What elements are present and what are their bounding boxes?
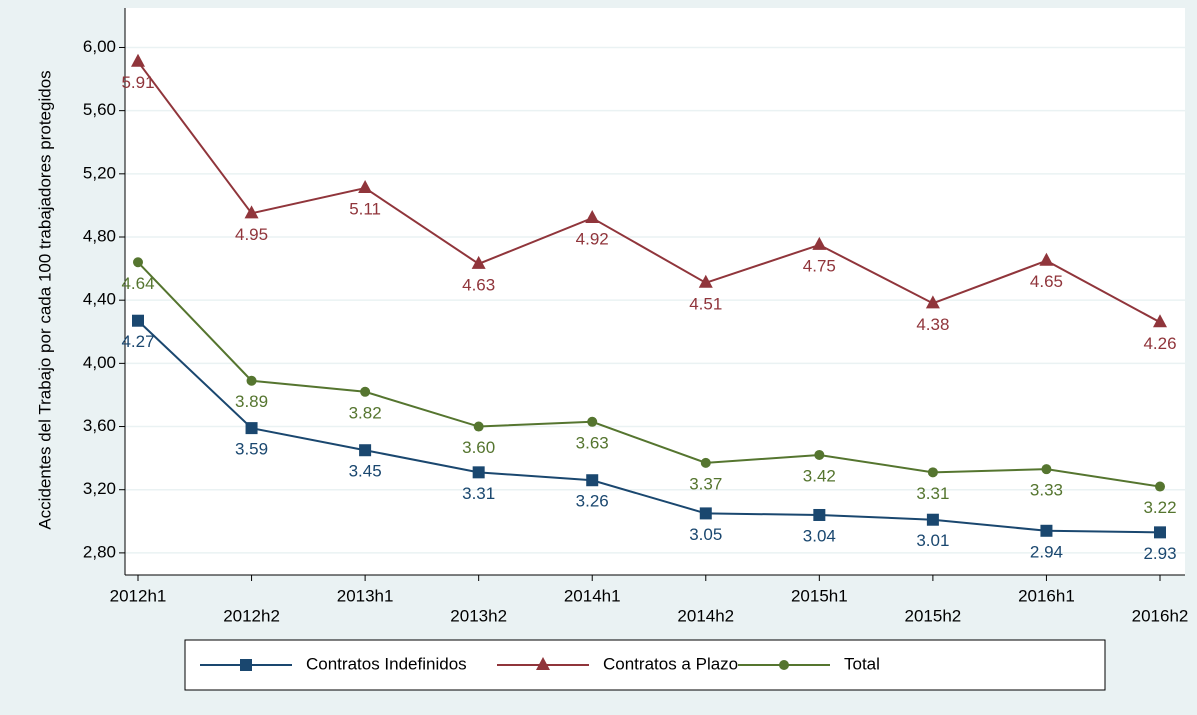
x-tick-label: 2016h2 — [1132, 606, 1189, 625]
marker — [1155, 481, 1165, 492]
x-tick-label: 2015h1 — [791, 586, 848, 605]
data-label: 3.37 — [689, 474, 722, 493]
marker — [131, 53, 145, 67]
marker — [1041, 464, 1052, 475]
marker — [133, 257, 143, 268]
marker — [472, 466, 485, 479]
legend-label: Contratos a Plazo — [603, 654, 738, 673]
marker — [698, 274, 713, 288]
marker — [1039, 252, 1054, 266]
plot-area — [125, 8, 1185, 575]
y-tick-label: 4,80 — [83, 226, 116, 245]
x-tick-label: 2014h2 — [677, 606, 734, 625]
data-label: 2.94 — [1030, 542, 1063, 561]
y-tick-label: 5,60 — [83, 100, 116, 119]
data-label: 4.65 — [1030, 272, 1063, 291]
data-label: 3.01 — [916, 531, 949, 550]
marker — [245, 422, 258, 435]
marker — [1040, 524, 1053, 537]
marker — [240, 659, 252, 671]
data-label: 4.51 — [689, 294, 722, 313]
data-label: 4.63 — [462, 275, 495, 294]
y-tick-label: 2,80 — [83, 542, 116, 561]
data-label: 3.33 — [1030, 481, 1063, 500]
data-label: 3.89 — [235, 392, 268, 411]
data-label: 4.95 — [235, 225, 268, 244]
x-tick-label: 2012h1 — [110, 586, 167, 605]
data-label: 3.22 — [1143, 498, 1176, 517]
x-tick-label: 2013h2 — [450, 606, 507, 625]
data-label: 3.45 — [349, 462, 382, 481]
marker — [244, 205, 259, 219]
marker — [700, 457, 711, 468]
data-label: 4.38 — [916, 315, 949, 334]
series-line — [137, 261, 1161, 488]
marker — [536, 657, 550, 670]
legend-label: Total — [844, 654, 880, 673]
x-tick-label: 2015h2 — [905, 606, 962, 625]
y-tick-label: 4,40 — [83, 290, 116, 309]
marker — [587, 416, 598, 427]
marker — [814, 449, 825, 460]
series-line — [137, 319, 1161, 534]
legend — [184, 639, 1106, 691]
data-label: 3.59 — [235, 440, 268, 459]
data-label: 3.82 — [349, 403, 382, 422]
series-line — [137, 61, 1161, 324]
data-label: 4.64 — [121, 274, 154, 293]
y-tick-label: 3,60 — [83, 416, 116, 435]
data-label: 3.05 — [689, 525, 722, 544]
marker — [473, 421, 484, 432]
marker — [1154, 526, 1166, 539]
x-tick-label: 2014h1 — [564, 586, 621, 605]
data-label: 4.75 — [803, 256, 836, 275]
marker — [813, 508, 826, 521]
x-tick-label: 2012h2 — [223, 606, 280, 625]
data-label: 5.11 — [349, 200, 381, 219]
y-axis-title: Accidentes del Trabajo por cada 100 trab… — [35, 70, 54, 529]
y-tick-label: 3,20 — [83, 479, 116, 498]
marker — [585, 210, 600, 224]
marker — [927, 467, 938, 478]
data-label: 4.26 — [1143, 334, 1176, 353]
data-label: 3.42 — [803, 466, 836, 485]
data-label: 3.26 — [576, 492, 609, 511]
data-label: 4.27 — [121, 332, 154, 351]
data-label: 3.63 — [576, 433, 609, 452]
data-label: 3.31 — [916, 484, 949, 503]
marker — [1153, 314, 1167, 328]
data-label: 4.92 — [576, 230, 609, 249]
marker — [471, 255, 486, 269]
marker — [812, 236, 827, 250]
data-label: 3.04 — [803, 526, 836, 545]
marker — [360, 386, 371, 397]
marker — [779, 660, 789, 670]
marker — [699, 507, 712, 520]
y-tick-label: 4,00 — [83, 353, 116, 372]
data-label: 3.60 — [462, 438, 495, 457]
data-label: 3.31 — [462, 484, 495, 503]
legend-label: Contratos Indefinidos — [306, 654, 467, 673]
marker — [586, 474, 599, 487]
x-tick-label: 2013h1 — [337, 586, 394, 605]
marker — [246, 375, 257, 386]
marker — [925, 295, 940, 309]
data-label: 5.91 — [121, 73, 154, 92]
marker — [358, 180, 373, 194]
data-label: 2.93 — [1143, 544, 1176, 563]
marker — [926, 513, 939, 526]
marker — [359, 444, 372, 457]
y-tick-label: 6,00 — [83, 37, 116, 56]
x-tick-label: 2016h1 — [1018, 586, 1075, 605]
y-tick-label: 5,20 — [83, 163, 116, 182]
marker — [132, 314, 144, 327]
